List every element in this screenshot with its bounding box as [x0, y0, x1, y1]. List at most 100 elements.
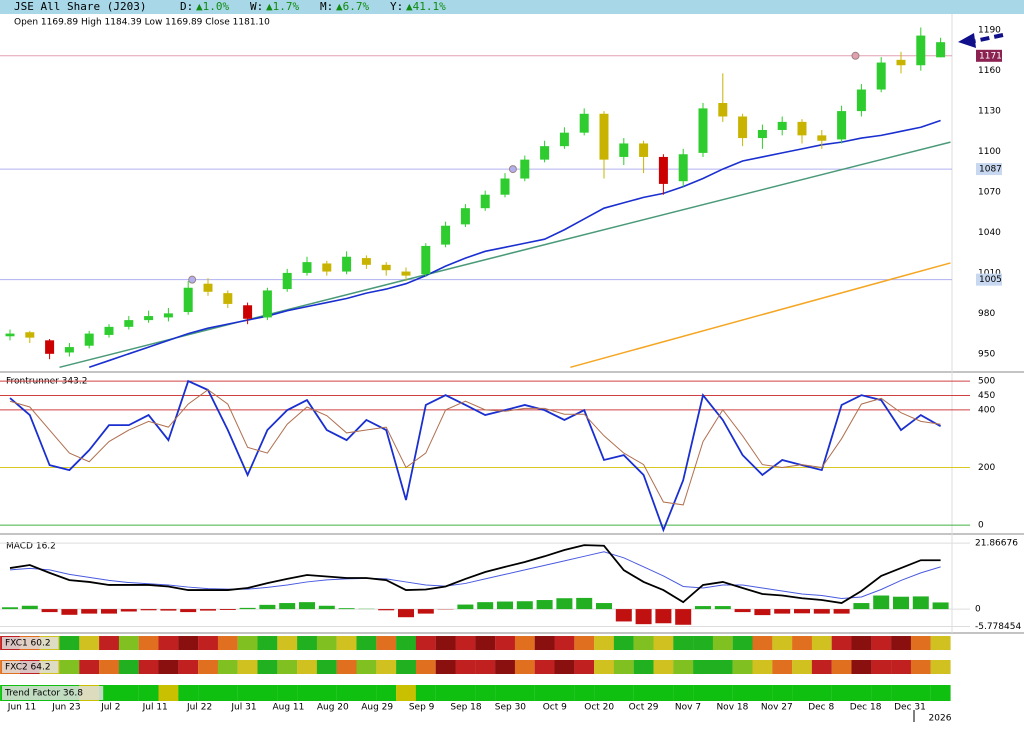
heat-cell [237, 685, 258, 701]
change-value: ▲41.1% [406, 0, 446, 13]
x-tick-label: Nov 7 [675, 703, 701, 713]
x-tick-label: Nov 27 [761, 703, 793, 713]
y-tick-label: 450 [978, 391, 995, 401]
heat-cell [237, 660, 258, 674]
heat-cell [455, 660, 476, 674]
header: JSE All Share (J203) D: ▲1.0% W: ▲1.7% M: ▲6.… [14, 0, 446, 13]
heat-cell [772, 636, 793, 650]
heat-cell [613, 636, 634, 650]
heat-cell [514, 636, 535, 650]
histogram-bar [813, 609, 830, 614]
heat-cell [396, 660, 416, 674]
heat-cell [732, 636, 753, 650]
candle-body [856, 89, 866, 112]
heat-cell [138, 636, 159, 650]
heat-cell [138, 660, 159, 674]
histogram-bar [259, 604, 276, 610]
heat-cell [811, 636, 832, 650]
candle-body [797, 121, 807, 136]
y-tick-label: 1070 [978, 188, 1001, 198]
heat-cell [198, 660, 218, 674]
heat-cell [910, 660, 931, 674]
histogram-bar [794, 609, 810, 614]
histogram-bar [477, 602, 494, 610]
candle-body [441, 225, 451, 245]
level-anchor [508, 165, 517, 174]
histogram-bar [893, 596, 909, 610]
candle-body [817, 135, 827, 141]
heat-cell [574, 660, 595, 674]
candle-body [757, 129, 767, 139]
candle-body [144, 316, 154, 321]
heat-cell [752, 660, 773, 674]
heat-cell [653, 660, 674, 674]
histogram-bar [635, 609, 652, 625]
histogram-bar [140, 609, 157, 611]
heat-cell [673, 685, 694, 701]
heat-cell [99, 685, 119, 701]
heat-cell [633, 636, 654, 650]
heat-cell [574, 685, 595, 701]
candle-body [936, 42, 946, 58]
heat-cell [475, 660, 496, 674]
heat-cell [554, 660, 575, 674]
heat-cell [712, 636, 733, 650]
candle-body [718, 103, 728, 117]
heat-cell [396, 685, 416, 701]
candle-body [837, 111, 847, 140]
strip-label-bg [2, 661, 59, 673]
x-tick-label: Sep 9 [409, 703, 435, 713]
heat-cell [792, 660, 812, 674]
heat-cell [831, 685, 852, 701]
candle-body [262, 290, 272, 318]
strip-label: FXC2 64.2 [5, 663, 51, 673]
candle-body [916, 35, 926, 66]
y-tick-label: 0 [978, 521, 984, 531]
x-tick-label: Jun 11 [7, 703, 36, 713]
candle-body [124, 320, 134, 327]
heat-cell [277, 685, 298, 701]
heat-cell [732, 660, 753, 674]
x-tick-label: Jun 23 [51, 703, 80, 713]
heat-cell [871, 685, 892, 701]
y-tick-label: 21.86676 [975, 539, 1018, 549]
level-label: 1005 [979, 275, 1002, 285]
x-tick-label: Oct 20 [584, 703, 614, 713]
heat-cell [891, 636, 911, 650]
heat-cell [257, 685, 278, 701]
strip-label: FXC1 60.2 [5, 639, 51, 649]
heat-cell [336, 636, 357, 650]
histogram-bar [457, 604, 474, 610]
histogram-bar [655, 609, 672, 624]
heat-cell [118, 636, 139, 650]
heat-cell [831, 660, 852, 674]
candle-body [64, 347, 74, 353]
histogram-bar [912, 596, 929, 610]
candle-body [401, 271, 411, 276]
histogram-bar [338, 608, 355, 610]
level-label: 1087 [979, 165, 1002, 175]
heat-cell [316, 685, 337, 701]
y-tick-label: 400 [978, 405, 995, 415]
candle-body [302, 262, 312, 273]
x-tick-label: Jul 31 [230, 703, 256, 713]
heat-cell [693, 660, 713, 674]
candle-body [381, 264, 391, 271]
heat-cell [811, 660, 832, 674]
level-box [976, 273, 1002, 286]
histogram-bar [596, 603, 612, 610]
x-tick-label: Aug 29 [361, 703, 393, 713]
heat-cell [356, 660, 377, 674]
x-tick-label: Aug 11 [272, 703, 304, 713]
level-anchor [851, 51, 860, 60]
histogram-bar [734, 609, 751, 613]
heat-cell [198, 636, 218, 650]
heat-cell [237, 636, 258, 650]
heat-cell [396, 636, 416, 650]
candle-body [104, 326, 114, 335]
heat-cell [59, 636, 80, 650]
heat-cell [158, 685, 179, 701]
heat-cell [455, 636, 476, 650]
candle-body [25, 332, 35, 338]
heat-cell [376, 685, 397, 701]
